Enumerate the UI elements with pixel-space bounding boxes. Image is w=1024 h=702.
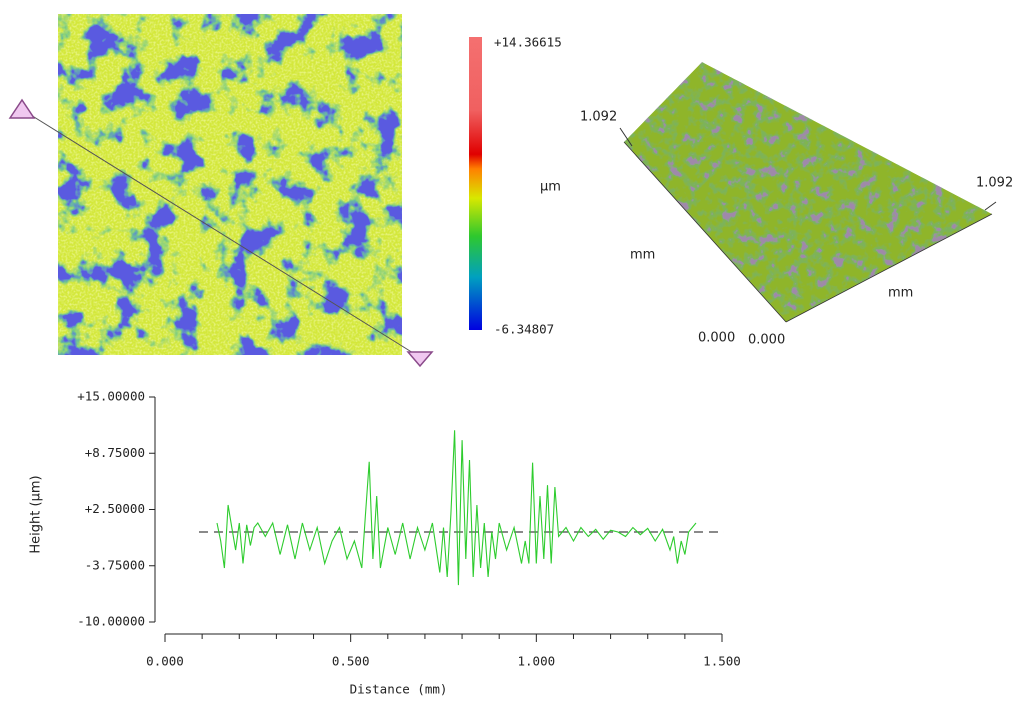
axis-label: mm bbox=[888, 286, 913, 301]
axis-line bbox=[623, 141, 787, 323]
profile-line bbox=[25, 111, 419, 357]
surface-image bbox=[624, 62, 992, 322]
x-tick-label: 1.500 bbox=[703, 654, 741, 669]
axis-tick-label: 1.092 bbox=[976, 176, 1013, 191]
axis-tick-label: 0.000 bbox=[748, 333, 785, 348]
x-tick-label: 0.000 bbox=[146, 654, 184, 669]
x-tick-label: 1.000 bbox=[518, 654, 556, 669]
colorbar-unit: µm bbox=[540, 180, 561, 195]
profile-end-marker[interactable] bbox=[406, 351, 434, 368]
colorbar-label: -6.34807 bbox=[494, 322, 554, 337]
y-tick-label: +8.75000 bbox=[85, 445, 145, 460]
axis-tick bbox=[984, 201, 997, 211]
x-tick-label: 0.500 bbox=[332, 654, 370, 669]
y-tick-label: -10.00000 bbox=[77, 614, 145, 629]
y-axis-label: Height (µm) bbox=[29, 475, 44, 553]
surface-3d bbox=[619, 62, 997, 323]
axis-tick-label: 1.092 bbox=[580, 110, 617, 125]
profile-start-marker[interactable] bbox=[8, 98, 36, 119]
axis-tick bbox=[619, 127, 633, 147]
y-tick-label: +15.00000 bbox=[77, 389, 145, 404]
y-tick-label: -3.75000 bbox=[85, 557, 145, 572]
height-map bbox=[8, 14, 434, 368]
axis-line bbox=[785, 213, 993, 323]
axis-tick-label: 0.000 bbox=[698, 331, 735, 346]
colorbar-label: +14.36615 bbox=[494, 35, 562, 50]
height-map-image bbox=[58, 14, 402, 355]
x-axis-label: Distance (mm) bbox=[350, 682, 448, 697]
colorbar bbox=[469, 37, 482, 330]
y-tick-label: +2.50000 bbox=[85, 501, 145, 516]
profile-line bbox=[216, 430, 697, 586]
axis-label: mm bbox=[630, 248, 655, 263]
